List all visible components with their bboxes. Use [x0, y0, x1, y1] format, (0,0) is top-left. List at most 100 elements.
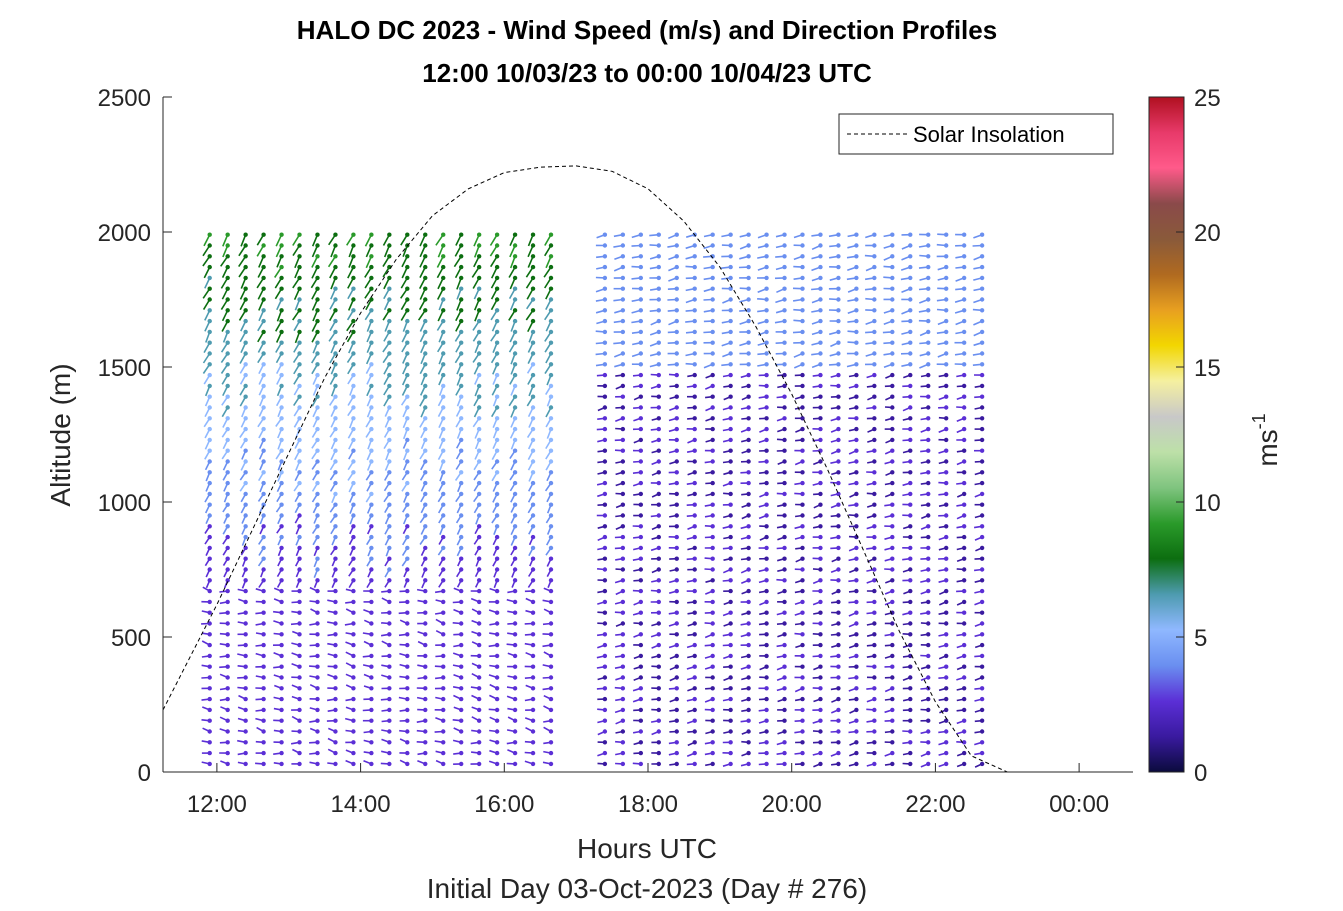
wind-barb-point — [656, 621, 661, 626]
wind-barb-point — [494, 459, 500, 464]
wind-barb-point — [943, 297, 949, 302]
wind-barb-point — [764, 394, 769, 399]
wind-barb-point — [279, 437, 284, 443]
wind-barb-point — [602, 362, 608, 367]
wind-barb-point — [674, 545, 679, 551]
wind-barb-point — [351, 664, 356, 669]
wind-barb-point — [369, 437, 374, 443]
wind-barb-point — [764, 761, 769, 767]
wind-barb-point — [710, 502, 715, 507]
wind-barb-point — [476, 675, 482, 680]
wind-barb-point — [943, 362, 949, 367]
wind-barb-point — [207, 362, 212, 367]
wind-barb-point — [207, 340, 212, 345]
wind-barb-point — [961, 405, 967, 410]
wind-barb-point — [674, 254, 679, 259]
wind-barb-point — [818, 340, 823, 345]
wind-barb-point — [351, 513, 356, 518]
wind-barb-point — [297, 534, 302, 540]
wind-barb-point — [315, 286, 320, 291]
wind-barb-point — [297, 459, 302, 464]
wind-barb-point — [638, 297, 644, 302]
wind-barb-point — [512, 286, 518, 291]
wind-barb-point — [315, 405, 320, 410]
wind-barb-point — [764, 383, 769, 389]
wind-barb-point — [943, 707, 949, 713]
wind-barb-point — [261, 545, 266, 551]
wind-barb-point — [872, 275, 877, 281]
wind-barb-point — [333, 264, 338, 270]
wind-barb-point — [458, 448, 464, 453]
wind-barb-point — [369, 459, 374, 464]
wind-barb-point — [710, 426, 715, 432]
wind-barb-point — [908, 642, 913, 648]
wind-barb-point — [692, 718, 697, 723]
wind-barb-point — [926, 394, 931, 399]
wind-barb-point — [494, 448, 500, 453]
wind-barb-point — [351, 588, 356, 594]
wind-barb-point — [620, 297, 626, 302]
wind-barb-point — [908, 675, 913, 680]
wind-barb-point — [890, 653, 895, 659]
wind-barb-point — [602, 599, 608, 605]
wind-barb-point — [315, 243, 320, 248]
wind-barb-point — [315, 610, 320, 615]
wind-barb-point — [710, 588, 715, 594]
wind-barb-point — [333, 275, 338, 281]
wind-barb-point — [369, 491, 374, 497]
wind-barb-point — [602, 524, 608, 529]
wind-barb-point — [943, 632, 949, 637]
wind-barb-point — [207, 416, 212, 421]
wind-barb-point — [961, 621, 967, 626]
wind-barb-point — [315, 696, 320, 702]
wind-barb-point — [620, 362, 626, 367]
wind-barb-point — [979, 750, 985, 756]
wind-barb-point — [315, 621, 320, 626]
wind-barb-point — [908, 394, 913, 399]
wind-barb-point — [872, 621, 877, 626]
wind-barb-point — [315, 599, 320, 605]
wind-barb-point — [961, 491, 967, 497]
wind-barb-point — [854, 394, 859, 399]
wind-barb-point — [530, 653, 536, 659]
wind-barb-point — [943, 470, 949, 475]
wind-barb-point — [297, 545, 302, 551]
wind-barb-point — [836, 513, 841, 518]
wind-barb-point — [351, 383, 356, 389]
wind-barb-point — [836, 610, 841, 615]
wind-barb-point — [458, 567, 464, 572]
wind-barb-point — [764, 556, 769, 561]
wind-barb-point — [261, 297, 266, 302]
wind-barb-point — [746, 459, 751, 464]
wind-barb-point — [836, 405, 841, 410]
wind-barb-point — [225, 567, 230, 572]
wind-barb-point — [746, 578, 751, 583]
wind-barb-point — [279, 372, 284, 378]
wind-barb-point — [476, 578, 482, 583]
wind-barb-point — [351, 232, 356, 237]
wind-barb-point — [387, 286, 392, 291]
wind-barb-point — [674, 718, 679, 723]
wind-barb-point — [818, 761, 823, 767]
wind-barb-point — [476, 405, 482, 410]
wind-barb-point — [746, 383, 751, 389]
wind-barb-point — [225, 275, 230, 281]
wind-barb-point — [746, 286, 751, 291]
wind-barb-point — [764, 340, 769, 345]
wind-barb-point — [961, 513, 967, 518]
wind-barb-point — [441, 686, 446, 691]
wind-barb-point — [315, 750, 320, 756]
wind-barb-point — [638, 524, 644, 529]
wind-barb-point — [548, 459, 554, 464]
wind-barb-point — [836, 470, 841, 475]
wind-barb-point — [369, 351, 374, 356]
wind-barb-point — [638, 578, 644, 583]
wind-barb-point — [692, 556, 697, 561]
wind-barb-point — [207, 437, 212, 443]
wind-barb-point — [836, 534, 841, 540]
wind-barb-point — [602, 254, 608, 259]
wind-barb-point — [530, 664, 536, 669]
wind-barb-point — [405, 740, 410, 745]
wind-barb-point — [710, 232, 715, 237]
wind-barb-point — [333, 740, 338, 745]
